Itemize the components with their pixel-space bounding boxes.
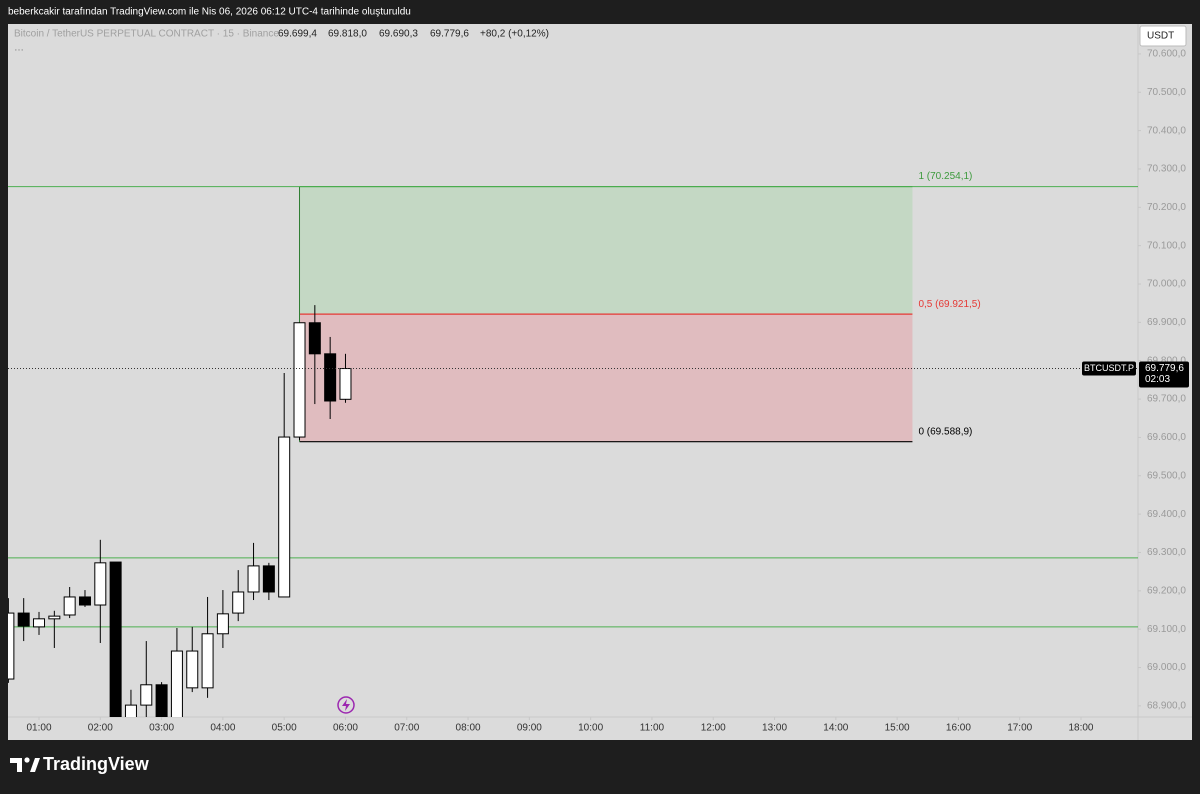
y-tick-label: 69.500,0 [1147, 470, 1186, 481]
currency: USDT [1147, 31, 1174, 42]
fib-zone [299, 186, 913, 315]
y-tick-label: 70.300,0 [1147, 164, 1186, 175]
candle-body [293, 322, 306, 438]
candle-body [48, 615, 61, 620]
candle-body [124, 704, 137, 717]
x-tick-label: 05:00 [272, 723, 297, 734]
candle-body [278, 436, 291, 598]
legend-close: 69.779,6 [430, 29, 469, 40]
candle-body [170, 650, 183, 717]
y-tick-label: 69.000,0 [1147, 662, 1186, 673]
candle-body [8, 612, 15, 680]
x-tick-label: 11:00 [640, 723, 665, 734]
y-tick-label: 69.700,0 [1147, 394, 1186, 405]
symbol-tag-text: BTCUSDT.P [1084, 363, 1134, 373]
y-tick-label: 68.900,0 [1147, 701, 1186, 712]
candle-body [216, 613, 229, 635]
x-tick-label: 18:00 [1068, 723, 1093, 734]
y-tick-label: 70.600,0 [1147, 49, 1186, 60]
candle-body [78, 596, 91, 606]
x-tick-label: 13:00 [762, 723, 787, 734]
y-tick-label: 69.200,0 [1147, 585, 1186, 596]
x-tick-label: 16:00 [946, 723, 971, 734]
x-tick-label: 04:00 [210, 723, 235, 734]
chart-title: Bitcoin / TetherUS PERPETUAL CONTRACT · … [14, 29, 279, 40]
price-tag-text: 69.779,6 [1145, 363, 1184, 374]
logo [10, 757, 40, 772]
countdown-text: 02:03 [1145, 374, 1170, 385]
y-tick-label: 69.300,0 [1147, 547, 1186, 558]
y-tick-label: 69.600,0 [1147, 432, 1186, 443]
y-tick-label: 70.500,0 [1147, 87, 1186, 98]
symbol-tag [1082, 361, 1136, 376]
legend-low: 69.690,3 [379, 29, 418, 40]
x-tick-label: 10:00 [578, 723, 603, 734]
candle-body [262, 565, 275, 593]
currency-box[interactable] [1139, 25, 1187, 47]
candle-body [186, 650, 199, 689]
candle-body [94, 562, 107, 606]
candle-body [63, 596, 76, 616]
y-tick-label: 69.400,0 [1147, 509, 1186, 520]
brand: TradingView [43, 754, 150, 774]
x-tick-label: 02:00 [88, 723, 113, 734]
x-tick-label: 03:00 [149, 723, 174, 734]
event-icon-bolt [342, 699, 350, 711]
y-tick-label: 70.000,0 [1147, 279, 1186, 290]
x-tick-label: 15:00 [885, 723, 910, 734]
legend-high: 69.818,0 [328, 29, 367, 40]
x-tick-label: 06:00 [333, 723, 358, 734]
x-tick-label: 08:00 [456, 723, 481, 734]
x-tick-label: 07:00 [394, 723, 419, 734]
candle-body [232, 591, 245, 614]
x-tick-label: 17:00 [1007, 723, 1032, 734]
legend-change: +80,2 (+0,12%) [480, 29, 549, 40]
fib-label: 0,5 (69.921,5) [918, 299, 980, 310]
legend-open: 69.699,4 [278, 29, 317, 40]
y-tick-label: 69.900,0 [1147, 317, 1186, 328]
x-tick-label: 12:00 [701, 723, 726, 734]
candle-body [109, 561, 122, 717]
x-tick-label: 01:00 [26, 723, 51, 734]
candle-body [155, 684, 168, 717]
caption: beberkcakir tarafından TradingView.com i… [8, 7, 411, 18]
candle-body [324, 353, 337, 402]
candle-body [33, 618, 46, 628]
x-tick-label: 09:00 [517, 723, 542, 734]
candle-body [140, 684, 153, 706]
y-tick-label: 70.200,0 [1147, 202, 1186, 213]
plot [8, 185, 1138, 717]
candle-body [308, 322, 321, 355]
candle-body [201, 633, 214, 689]
y-tick-label: 70.100,0 [1147, 240, 1186, 251]
y-tick-label: 69.800,0 [1147, 355, 1186, 366]
candle-body [247, 565, 260, 593]
candle-body [339, 368, 352, 400]
y-tick-label: 69.100,0 [1147, 624, 1186, 635]
overlay: 68.900,0 69.000,0 69.100,0 69.200,0 69.300,0… [26, 49, 1189, 734]
x-tick-label: 14:00 [823, 723, 848, 734]
fib-zone [299, 314, 913, 442]
more[interactable]: … [14, 43, 24, 54]
candle-body [17, 612, 30, 627]
y-tick-label: 70.400,0 [1147, 125, 1186, 136]
price-tag [1139, 361, 1189, 388]
fib-label: 1 (70.254,1) [918, 171, 972, 182]
event-icon[interactable] [337, 696, 355, 714]
fib-label: 0 (69.588,9) [918, 426, 972, 437]
